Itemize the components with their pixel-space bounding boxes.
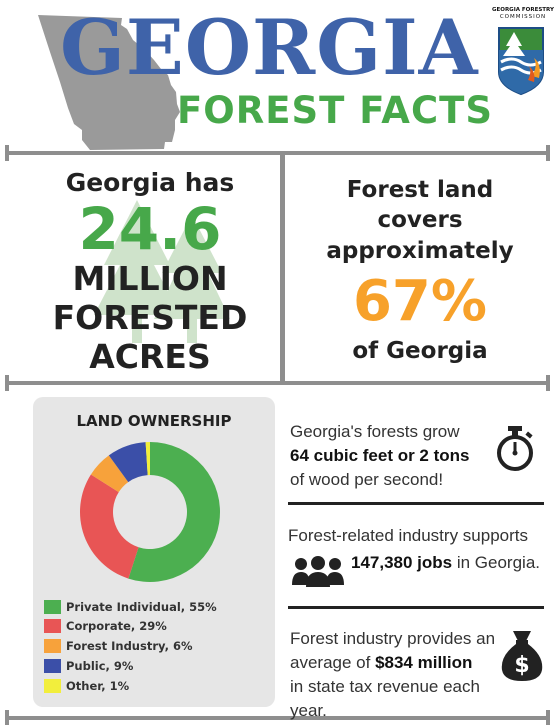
donut-slice [128,442,220,582]
page-title: GEORGIA [60,3,479,92]
divider-cap [5,375,9,391]
legend-swatch [44,599,61,614]
legend-item: Forest Industry, 6% [44,637,193,654]
fact-jobs-line1: Forest-related industry supports [288,526,528,545]
legend-swatch [44,638,61,653]
stat-coverage-tail: of Georgia [352,338,488,364]
legend-label: Private Individual, 55% [66,599,217,614]
divider [8,716,548,720]
georgia-state-map-icon [38,15,180,150]
stat-coverage-line3: approximately [326,238,514,264]
legend-label: Other, 1% [66,678,130,693]
money-bag-icon: $ [501,631,543,681]
fact-jobs-post: in Georgia. [452,553,541,572]
land-ownership-title: LAND OWNERSHIP [76,412,232,430]
legend-label: Corporate, 29% [66,618,167,633]
divider-cap [546,710,550,725]
fact-growth-bold: 64 cubic feet or 2 tons [290,446,470,465]
stopwatch-icon [497,426,533,471]
legend-label: Public, 9% [66,658,134,673]
divider-cap [546,145,550,161]
logo-line-1: GEORGIA FORESTRY [492,7,554,13]
legend-item: Corporate, 29% [44,617,167,634]
stat-coverage-line2: covers [377,207,463,233]
fact-tax-pre: Forest industry provides an [290,629,496,648]
stat-coverage-line1: Forest land [346,177,494,203]
page-subtitle: FOREST FACTS [177,89,493,132]
legend-item: Private Individual, 55% [44,598,217,615]
fact-divider [288,606,544,609]
legend-label: Forest Industry, 6% [66,638,193,653]
legend-item: Other, 1% [44,677,129,694]
legend-swatch [44,678,61,693]
fact-tax-bold: $834 million [375,653,473,672]
stat-acres-line3: ACRES [89,337,211,376]
legend-swatch [44,618,61,633]
donut-slice [145,442,150,476]
fact-jobs-line2: 147,380 jobs in Georgia. [351,551,551,575]
divider [8,381,548,385]
stat-coverage-value: 67% [352,269,488,334]
fact-growth-pre: Georgia's forests grow [290,422,460,441]
fact-jobs-bold: 147,380 jobs [351,553,453,572]
stat-acres-line1: MILLION [72,259,228,298]
legend-item: Public, 9% [44,657,133,674]
donut-slice [108,442,148,483]
donut-slice [80,474,139,579]
fact-tax-post: in state tax revenue each year. [290,677,480,720]
legend-swatch [44,658,61,673]
fact-growth: Georgia's forests grow 64 cubic feet or … [290,420,480,492]
stat-acres-value: 24.6 [78,195,222,263]
divider-cap [5,145,9,161]
svg-text:$: $ [514,653,529,678]
stat-acres-intro: Georgia has [65,168,235,197]
divider-cap [546,375,550,391]
fact-tax-pre2: average of [290,653,376,672]
fact-tax: Forest industry provides an average of $… [290,627,512,723]
donut-slice [90,455,129,493]
divider-vertical [280,151,285,383]
pine-trees-icon [94,200,230,343]
divider-cap [5,710,9,725]
divider [8,151,548,155]
forestry-commission-logo [498,27,544,96]
fact-growth-post: of wood per second! [290,470,444,489]
logo-line-2: COMMISSION [499,14,547,20]
land-ownership-donut-chart [80,442,220,582]
stat-acres-line2: FORESTED [52,298,248,337]
people-group-icon [292,556,344,587]
fact-divider [288,502,544,505]
